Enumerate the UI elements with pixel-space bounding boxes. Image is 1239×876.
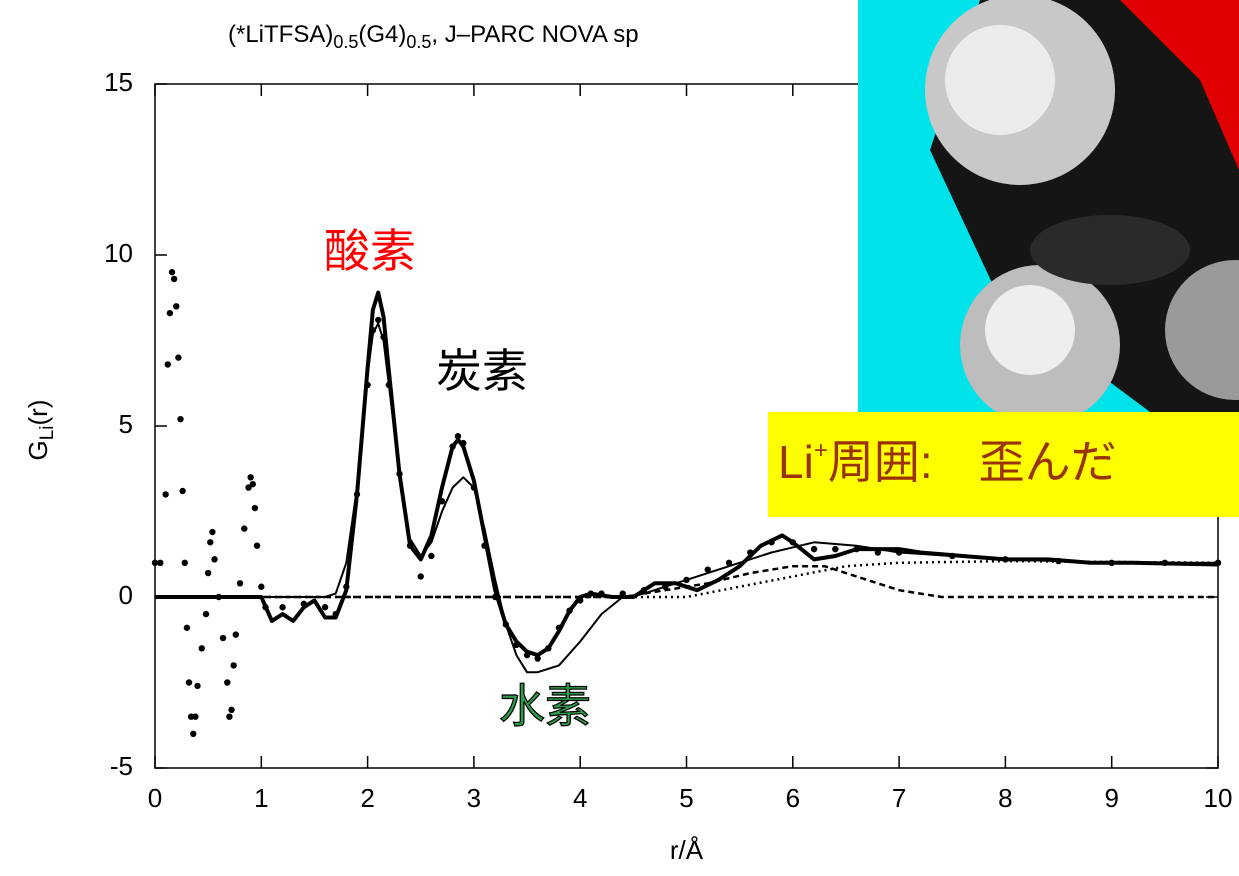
text-part: 0.5	[406, 32, 431, 52]
data-point	[250, 481, 256, 487]
text-part: Li	[37, 425, 58, 440]
text-part: (*LiTFSA)	[228, 21, 333, 48]
data-point	[203, 611, 209, 617]
data-point	[207, 539, 213, 545]
x-axis-label: r/Å	[670, 835, 704, 865]
annotation: 酸素	[324, 225, 416, 277]
x-tick-label: 10	[1204, 783, 1233, 813]
data-point	[375, 317, 381, 323]
caption: Li+周囲: 歪んだ	[778, 436, 1117, 488]
text-part: 0.5	[333, 32, 358, 52]
data-point	[252, 505, 258, 511]
x-tick-label: 7	[892, 783, 906, 813]
text-part: 周囲: 歪んだ	[828, 436, 1117, 488]
x-tick-label: 0	[148, 783, 162, 813]
data-point	[220, 635, 226, 641]
data-point	[192, 714, 198, 720]
data-point	[205, 570, 211, 576]
x-tick-label: 8	[998, 783, 1012, 813]
x-tick-label: 2	[360, 783, 374, 813]
data-point	[247, 474, 253, 480]
molecule-image	[945, 25, 1055, 135]
x-tick-label: 9	[1104, 783, 1118, 813]
data-point	[228, 707, 234, 713]
data-point	[428, 553, 434, 559]
molecule-image	[1030, 215, 1190, 285]
molecule-image	[985, 285, 1075, 375]
x-tick-label: 3	[467, 783, 481, 813]
data-point	[224, 679, 230, 685]
data-point	[157, 560, 163, 566]
data-point	[165, 361, 171, 367]
data-point	[209, 529, 215, 535]
x-tick-label: 6	[786, 783, 800, 813]
text-part: +	[814, 437, 828, 464]
data-point	[169, 269, 175, 275]
text-part: G	[23, 440, 53, 460]
annotation: 炭素	[436, 345, 528, 397]
annotation: 水素	[499, 680, 591, 732]
y-tick-label: 5	[119, 409, 133, 439]
data-point	[211, 556, 217, 562]
data-point	[167, 310, 173, 316]
data-point	[179, 488, 185, 494]
data-point	[184, 625, 190, 631]
data-point	[171, 276, 177, 282]
x-tick-label: 4	[573, 783, 587, 813]
data-point	[241, 525, 247, 531]
data-point	[177, 416, 183, 422]
chart: -5051015012345678910r/ÅGLi(r)(*LiTFSA)0.…	[0, 0, 1239, 871]
data-point	[190, 731, 196, 737]
chart-title: (*LiTFSA)0.5(G4)0.5, J–PARC NOVA sp	[228, 21, 639, 51]
data-point	[194, 683, 200, 689]
data-point	[237, 580, 243, 586]
data-point	[199, 645, 205, 651]
data-point	[182, 560, 188, 566]
data-point	[279, 604, 285, 610]
y-tick-label: 0	[119, 580, 133, 610]
data-point	[226, 714, 232, 720]
data-point	[233, 631, 239, 637]
text-part: Li	[778, 436, 814, 488]
data-point	[230, 662, 236, 668]
data-point	[175, 354, 181, 360]
data-point	[173, 303, 179, 309]
y-tick-label: -5	[110, 751, 133, 781]
data-point	[322, 604, 328, 610]
data-point	[811, 546, 817, 552]
x-tick-label: 1	[254, 783, 268, 813]
data-point	[162, 491, 168, 497]
text-part: , J–PARC NOVA sp	[431, 21, 638, 48]
data-point	[418, 573, 424, 579]
x-tick-label: 5	[679, 783, 693, 813]
data-point	[254, 543, 260, 549]
data-point	[258, 584, 264, 590]
text-part: (r)	[23, 399, 53, 425]
y-tick-label: 15	[104, 67, 133, 97]
data-point	[832, 546, 838, 552]
text-part: (G4)	[358, 21, 406, 48]
data-point	[186, 679, 192, 685]
y-tick-label: 10	[104, 238, 133, 268]
